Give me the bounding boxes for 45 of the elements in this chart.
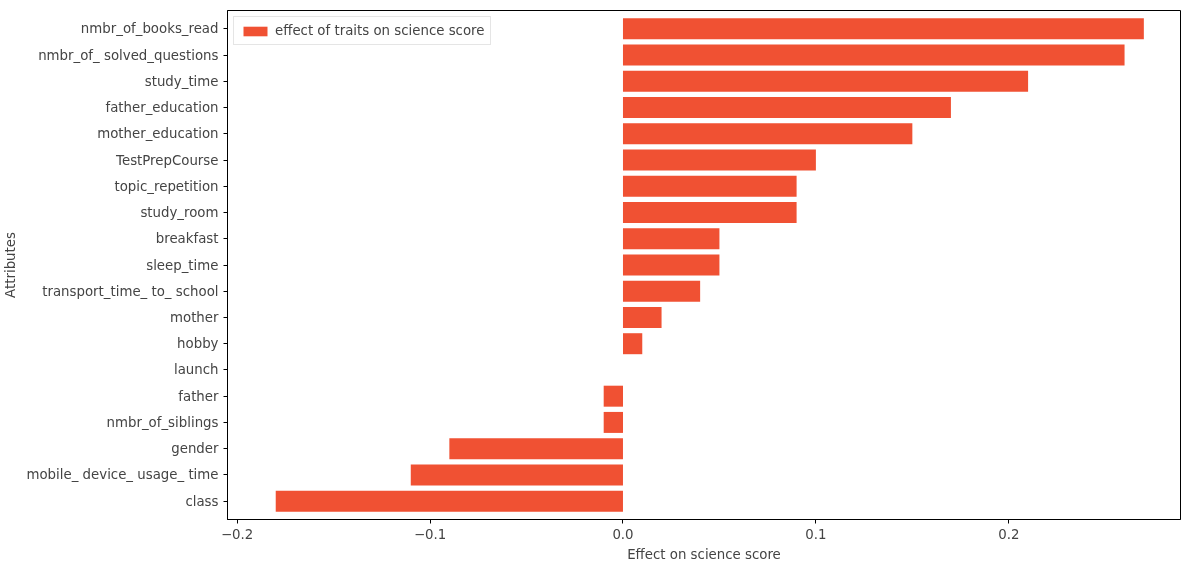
y-tick-label: launch bbox=[173, 362, 219, 378]
bar bbox=[603, 411, 623, 433]
bar bbox=[622, 123, 913, 145]
x-tick-label: −0.1 bbox=[413, 526, 447, 542]
bar bbox=[622, 44, 1125, 66]
y-tick-label: TestPrepCourse bbox=[115, 152, 219, 168]
x-tick-label: 0.2 bbox=[998, 526, 1020, 542]
bar bbox=[622, 97, 951, 119]
x-tick-label: 0.1 bbox=[805, 526, 827, 542]
bar bbox=[622, 280, 701, 302]
y-axis-title: Attributes bbox=[3, 232, 19, 298]
y-tick-label: topic_repetition bbox=[114, 178, 219, 194]
bar bbox=[622, 228, 720, 250]
bar bbox=[603, 385, 623, 407]
bar bbox=[275, 490, 623, 512]
y-tick-label: mother bbox=[170, 309, 220, 325]
bar bbox=[622, 202, 797, 224]
legend-label: effect of traits on science score bbox=[275, 23, 485, 38]
y-tick-label: study_time bbox=[144, 73, 219, 89]
bar bbox=[410, 464, 623, 486]
x-tick-label: −0.2 bbox=[220, 526, 254, 542]
bar bbox=[622, 70, 1029, 92]
bar bbox=[622, 149, 816, 171]
y-tick-label: father_education bbox=[105, 100, 219, 116]
bar bbox=[449, 438, 623, 460]
y-tick-label: mother_education bbox=[97, 126, 219, 142]
bar bbox=[622, 333, 643, 355]
y-tick-label: breakfast bbox=[155, 231, 219, 247]
y-tick-label: father bbox=[178, 388, 220, 404]
y-tick-label: nmbr_of_ solved_questions bbox=[38, 47, 219, 63]
bar bbox=[622, 254, 720, 276]
y-tick-label: nmbr_of_siblings bbox=[106, 414, 219, 430]
y-tick-label: class bbox=[185, 493, 219, 509]
y-tick-label: nmbr_of_books_read bbox=[80, 21, 219, 37]
y-tick-label: sleep_time bbox=[146, 257, 219, 273]
y-tick-label: mobile_ device_ usage_ time bbox=[26, 467, 219, 483]
bar bbox=[622, 175, 797, 197]
x-tick-label: 0.0 bbox=[612, 526, 634, 542]
x-axis-title: Effect on science score bbox=[627, 546, 781, 562]
y-tick-label: gender bbox=[171, 441, 220, 457]
y-tick-label: study_room bbox=[140, 205, 219, 221]
y-tick-label: transport_time_ to_ school bbox=[42, 283, 219, 299]
bar bbox=[622, 306, 662, 328]
bar bbox=[622, 18, 1144, 40]
y-tick-label: hobby bbox=[177, 336, 219, 352]
